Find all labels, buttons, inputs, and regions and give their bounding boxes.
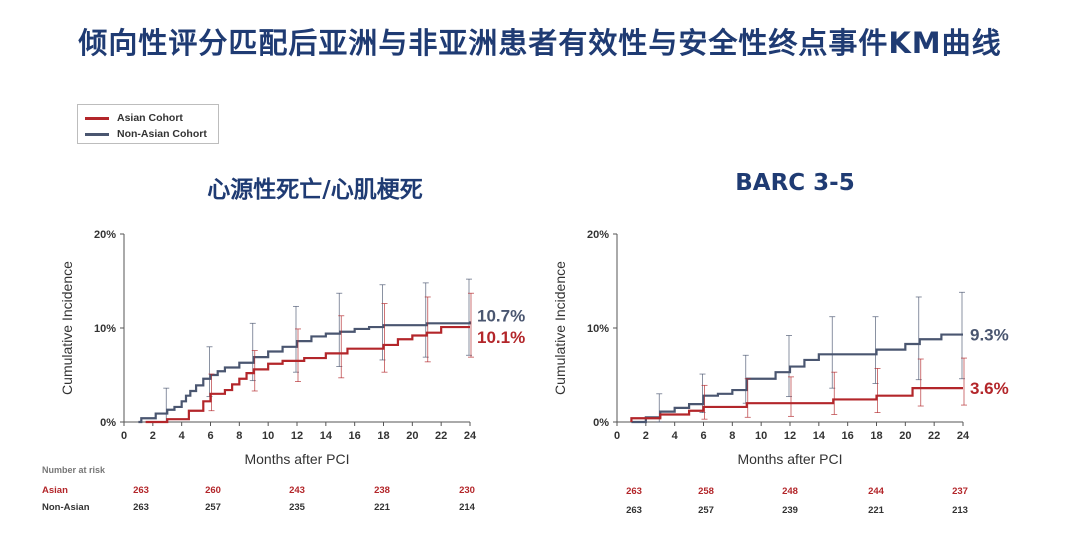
- page-title: 倾向性评分匹配后亚洲与非亚洲患者有效性与安全性终点事件KM曲线: [78, 26, 1002, 60]
- risk-count-non-asian-barc: 257: [698, 505, 714, 516]
- risk-row-label-asian: Asian: [42, 485, 68, 496]
- risk-count-asian-barc: 258: [698, 486, 714, 497]
- km-curve-asian-barc: [630, 387, 963, 422]
- end-label-asian-death-mi: 10.1%: [477, 328, 525, 347]
- x-axis-label-barc: Months after PCI: [737, 451, 842, 467]
- risk-count-non-asian-barc: 213: [952, 505, 968, 516]
- legend-item-asian: Asian Cohort: [78, 110, 218, 126]
- chart-title-death-mi: 心源性死亡/心肌梗死: [207, 177, 423, 203]
- y-tick-label-death-mi: 0%: [100, 417, 116, 429]
- y-axis-label-death-mi: Cumulative Incidence: [59, 261, 75, 395]
- x-tick-label-barc: 8: [729, 430, 735, 442]
- x-tick-label-barc: 24: [957, 430, 970, 442]
- x-tick-label-death-mi: 24: [464, 430, 477, 442]
- x-tick-label-barc: 4: [672, 430, 679, 442]
- x-tick-label-barc: 18: [870, 430, 882, 442]
- chart-title-barc: BARC 3-5: [735, 170, 855, 196]
- x-tick-label-barc: 10: [755, 430, 767, 442]
- risk-count-asian-barc: 263: [626, 486, 642, 497]
- risk-count-non-asian-death-mi: 257: [205, 502, 221, 513]
- risk-count-asian-death-mi: 263: [133, 485, 149, 496]
- x-tick-label-death-mi: 22: [435, 430, 447, 442]
- x-tick-label-barc: 20: [899, 430, 911, 442]
- x-tick-label-death-mi: 14: [320, 430, 333, 442]
- x-tick-label-barc: 22: [928, 430, 940, 442]
- risk-count-asian-barc: 237: [952, 486, 968, 497]
- risk-count-non-asian-barc: 239: [782, 505, 798, 516]
- x-tick-label-death-mi: 18: [377, 430, 389, 442]
- x-tick-label-barc: 14: [813, 430, 826, 442]
- risk-count-asian-barc: 244: [868, 486, 885, 497]
- x-tick-label-death-mi: 20: [406, 430, 418, 442]
- x-tick-label-death-mi: 12: [291, 430, 303, 442]
- y-axis-label-barc: Cumulative Incidence: [552, 261, 568, 395]
- x-tick-label-death-mi: 6: [207, 430, 213, 442]
- legend-swatch-asian: [85, 116, 109, 120]
- x-tick-label-barc: 0: [614, 430, 620, 442]
- risk-count-non-asian-barc: 263: [626, 505, 642, 516]
- y-tick-label-barc: 20%: [587, 229, 609, 241]
- risk-count-non-asian-death-mi: 235: [289, 502, 306, 513]
- risk-count-non-asian-death-mi: 214: [459, 502, 476, 513]
- risk-count-non-asian-death-mi: 263: [133, 502, 149, 513]
- x-tick-label-death-mi: 2: [150, 430, 156, 442]
- y-tick-label-death-mi: 10%: [94, 323, 116, 335]
- y-tick-label-barc: 0%: [593, 417, 609, 429]
- legend-label-asian: Asian Cohort: [117, 112, 183, 124]
- x-tick-label-barc: 12: [784, 430, 796, 442]
- risk-count-asian-barc: 248: [782, 486, 798, 497]
- y-tick-label-barc: 10%: [587, 323, 609, 335]
- x-tick-label-barc: 16: [842, 430, 854, 442]
- risk-row-label-non-asian: Non-Asian: [42, 502, 90, 513]
- risk-table-header: Number at risk: [42, 465, 106, 475]
- x-tick-label-death-mi: 8: [236, 430, 242, 442]
- legend-item-non-asian: Non-Asian Cohort: [78, 126, 218, 142]
- legend: Asian Cohort Non-Asian Cohort: [77, 104, 219, 144]
- km-curve-asian-death-mi: [145, 325, 470, 424]
- y-tick-label-death-mi: 20%: [94, 229, 116, 241]
- end-label-non-asian-barc: 9.3%: [970, 326, 1009, 345]
- x-tick-label-barc: 6: [700, 430, 706, 442]
- legend-label-non-asian: Non-Asian Cohort: [117, 128, 207, 140]
- x-tick-label-death-mi: 16: [349, 430, 361, 442]
- risk-count-asian-death-mi: 238: [374, 485, 390, 496]
- x-axis-label-death-mi: Months after PCI: [244, 451, 349, 467]
- risk-count-asian-death-mi: 260: [205, 485, 221, 496]
- end-label-asian-barc: 3.6%: [970, 379, 1009, 398]
- risk-count-asian-death-mi: 230: [459, 485, 475, 496]
- risk-count-asian-death-mi: 243: [289, 485, 305, 496]
- km-curve-non-asian-death-mi: [138, 321, 472, 424]
- end-label-non-asian-death-mi: 10.7%: [477, 306, 525, 325]
- x-tick-label-death-mi: 0: [121, 430, 127, 442]
- x-tick-label-death-mi: 4: [179, 430, 186, 442]
- x-tick-label-death-mi: 10: [262, 430, 274, 442]
- legend-swatch-non-asian: [85, 132, 109, 136]
- risk-count-non-asian-death-mi: 221: [374, 502, 391, 513]
- km-curve-non-asian-barc: [631, 333, 963, 424]
- x-tick-label-barc: 2: [643, 430, 649, 442]
- risk-count-non-asian-barc: 221: [868, 505, 885, 516]
